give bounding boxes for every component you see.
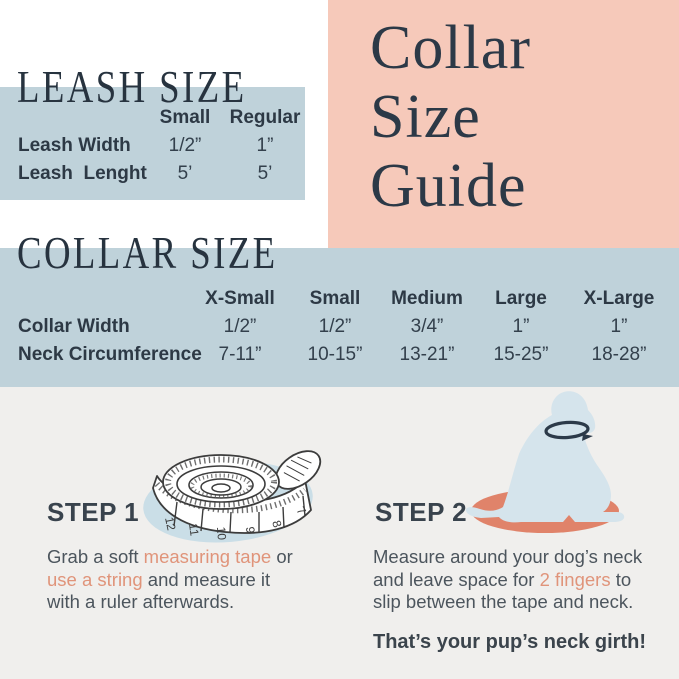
measuring-tape-icon: 12 11 10 9 8 7 <box>143 450 322 543</box>
collar-col-header-small: Small <box>309 288 361 309</box>
svg-text:9: 9 <box>243 526 258 534</box>
collar-width-small: 1/2” <box>318 316 352 337</box>
collar-size-grid: X-Small Small Medium Large X-Large Colla… <box>0 248 679 369</box>
highlighted-text: measuring tape <box>143 546 272 567</box>
collar-row-label-neck: Neck Circumference <box>18 344 202 365</box>
collar-arrow-icon <box>582 434 593 441</box>
text-run: and measure it <box>142 568 271 590</box>
page-title-line-1: Collar <box>370 14 531 82</box>
collar-width-xlarge: 1” <box>610 316 628 337</box>
neck-circ-xlarge: 18-28” <box>591 344 647 365</box>
leash-row-label-length: Leash Lenght <box>18 163 147 184</box>
collar-size-heading: COLLAR SIZE <box>17 227 278 278</box>
text-run: and leave space for <box>373 568 540 590</box>
neck-circ-large: 15-25” <box>493 344 549 365</box>
highlighted-text: use a string <box>47 568 143 590</box>
title-box: Collar Size Guide <box>328 0 679 248</box>
leash-width-small: 1/2” <box>168 135 202 156</box>
text-run: with a ruler afterwards. <box>47 591 235 612</box>
text-run: slip between the tape and neck. <box>373 591 634 612</box>
step2-heading: STEP 2 <box>375 497 468 527</box>
sitting-dog-icon <box>465 391 625 533</box>
page-title: Collar Size Guide <box>370 14 531 221</box>
svg-text:12: 12 <box>162 516 179 532</box>
collar-col-header-medium: Medium <box>391 288 463 309</box>
text-run: Grab a soft <box>47 546 144 567</box>
svg-text:10: 10 <box>214 526 229 541</box>
collar-width-medium: 3/4” <box>410 316 444 337</box>
step2-text: Measure around your dog’s neck and leave … <box>373 546 673 614</box>
leash-size-heading: LEASH SIZE <box>17 61 247 112</box>
collar-corner-cell <box>0 285 191 313</box>
leash-length-regular: 5’ <box>257 163 273 184</box>
collar-col-header-xlarge: X-Large <box>583 288 655 309</box>
leash-size-table: Small Regular Leash Width 1/2” 1” Leash … <box>0 87 305 200</box>
text-run: Measure around your dog’s neck <box>373 546 643 567</box>
step1-heading: STEP 1 <box>47 497 140 527</box>
collar-col-header-xsmall: X-Small <box>205 288 275 309</box>
text-run: or <box>271 546 293 567</box>
leash-col-header-small: Small <box>159 107 211 128</box>
collar-width-large: 1” <box>512 316 530 337</box>
neck-circ-xsmall: 7-11” <box>218 344 262 365</box>
leash-row-label-width: Leash Width <box>18 135 131 156</box>
collar-row-label-width: Collar Width <box>18 316 130 337</box>
step2-footer: That’s your pup’s neck girth! <box>373 631 646 653</box>
page-title-line-2: Size <box>370 83 481 151</box>
page-title-line-3: Guide <box>370 152 527 220</box>
leash-width-regular: 1” <box>256 135 274 156</box>
leash-size-grid: Small Regular Leash Width 1/2” 1” Leash … <box>0 87 305 188</box>
collar-width-xsmall: 1/2” <box>223 316 257 337</box>
svg-text:8: 8 <box>269 519 284 530</box>
collar-size-table: X-Small Small Medium Large X-Large Colla… <box>0 248 679 387</box>
highlighted-text: 2 fingers <box>539 568 611 590</box>
leash-col-header-regular: Regular <box>229 107 301 128</box>
step1-text: Grab a soft measuring tape or use a strin… <box>47 546 347 614</box>
neck-circ-medium: 13-21” <box>399 344 455 365</box>
svg-text:11: 11 <box>186 522 202 537</box>
neck-circ-small: 10-15” <box>307 344 363 365</box>
leash-length-small: 5’ <box>177 163 193 184</box>
collar-col-header-large: Large <box>495 288 547 309</box>
text-run: to <box>610 568 632 590</box>
